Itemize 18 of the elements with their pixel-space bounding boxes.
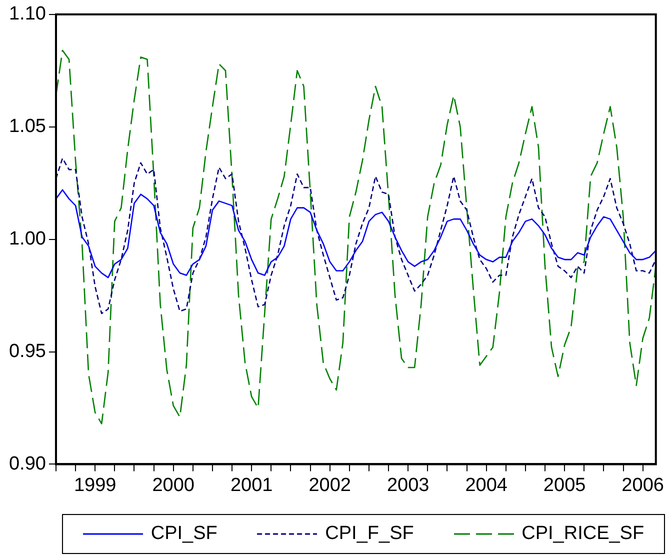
x-tick-label: 2000 xyxy=(152,474,194,496)
legend-label: CPI_RICE_SF xyxy=(522,523,644,545)
line-series xyxy=(56,158,656,314)
x-tick-label: 2002 xyxy=(308,474,351,496)
y-tick-label: 1.05 xyxy=(8,116,46,138)
y-tick-label: 1.00 xyxy=(8,228,46,250)
y-tick-label: 1.10 xyxy=(8,4,46,25)
x-tick-label: 2006 xyxy=(622,474,664,496)
x-tick-label: 2005 xyxy=(543,474,586,496)
x-tick-label: 2004 xyxy=(465,474,508,496)
x-tick-label: 2001 xyxy=(230,474,273,496)
y-tick-label: 0.95 xyxy=(8,340,46,362)
legend-label: CPI_F_SF xyxy=(325,523,414,545)
y-tick-label: 0.90 xyxy=(8,453,46,474)
legend-label: CPI_SF xyxy=(150,523,218,545)
line-series xyxy=(56,50,656,424)
x-tick-label: 2003 xyxy=(386,474,430,496)
x-tick-label: 1999 xyxy=(74,474,116,496)
